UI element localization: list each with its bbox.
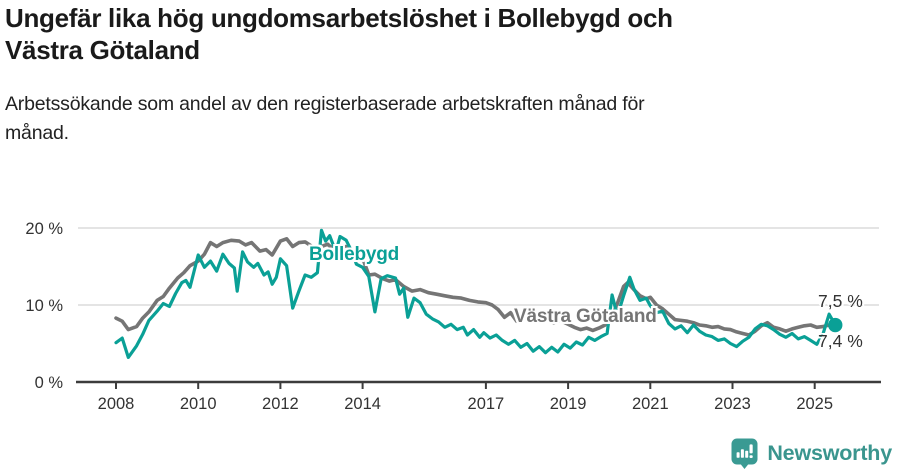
end-value-label-vastra-gotaland: 7,5 % <box>818 291 863 311</box>
x-axis-tick-label: 2012 <box>262 395 299 413</box>
x-axis-tick-label: 2010 <box>180 395 217 413</box>
series-line-bollebygd <box>114 228 837 359</box>
chart-subtitle: Arbetssökande som andel av den registerb… <box>5 93 645 144</box>
x-axis-tick-label: 2017 <box>468 395 505 413</box>
series-label-vastra-gotaland: Västra Götaland <box>514 306 657 327</box>
y-axis-tick-label: 20 % <box>25 220 63 238</box>
newsworthy-logo[interactable]: Newsworthy <box>731 438 892 469</box>
chart-header: Ungefär lika hög ungdomsarbetslöshet i B… <box>5 2 885 148</box>
series-end-dot <box>828 317 843 333</box>
line-chart-plot: 0 % 10 % 20 % 2008 2010 2012 2014 2017 2019 2021 2… <box>25 220 881 413</box>
series-label-bollebygd: Bollebygd <box>309 244 400 265</box>
y-axis-tick-label: 10 % <box>25 297 63 315</box>
x-axis-tick-label: 2019 <box>550 395 587 413</box>
series-line-v-stra-g-taland <box>114 236 838 337</box>
x-axis-tick-label: 2014 <box>344 395 381 413</box>
newsworthy-logo-icon <box>731 438 758 469</box>
chart-title: Ungefär lika hög ungdomsarbetslöshet i B… <box>5 3 673 65</box>
y-axis-tick-label: 0 % <box>35 374 64 392</box>
x-axis-tick-label: 2023 <box>714 395 751 413</box>
newsworthy-logo-text: Newsworthy <box>767 441 892 465</box>
end-value-label-bollebygd: 7,4 % <box>818 331 863 351</box>
x-axis-tick-label: 2008 <box>98 395 135 413</box>
x-axis-tick-label: 2025 <box>796 395 833 413</box>
x-axis-tick-label: 2021 <box>632 395 669 413</box>
